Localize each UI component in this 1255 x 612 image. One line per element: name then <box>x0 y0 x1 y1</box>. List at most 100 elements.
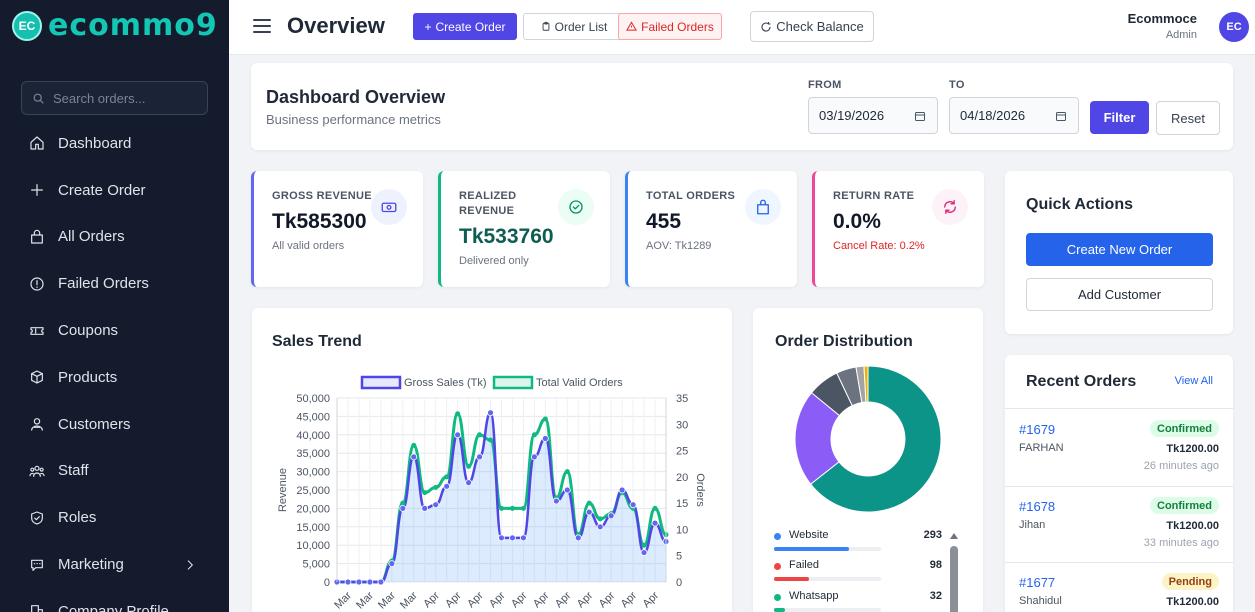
sidebar-item-customers[interactable]: Customers <box>0 401 229 448</box>
stat-card-realized-revenue: REALIZED REVENUE Tk533760 Delivered only <box>438 171 610 287</box>
y-tick-label: 10,000 <box>296 540 330 552</box>
sidebar-nav: Dashboard Create Order All Orders Failed… <box>0 120 229 612</box>
gross-sales-point <box>552 497 560 505</box>
brand-logo[interactable]: EC ecommo9 <box>12 10 218 42</box>
sales-trend-card: 0 5,000 10,000 15,000 20,000 25,000 30,000 35,0… <box>252 308 732 612</box>
failed-orders-button[interactable]: Failed Orders <box>618 13 722 40</box>
ticket-icon <box>30 326 44 335</box>
gross-sales-area <box>337 412 666 582</box>
sidebar-item-label: Dashboard <box>58 134 132 152</box>
recent-orders-title: Recent Orders <box>1026 373 1137 390</box>
to-date-input[interactable]: 04/18/2026 <box>949 97 1079 134</box>
add-customer-button[interactable]: Add Customer <box>1026 278 1213 311</box>
order-list-button[interactable]: Order List <box>523 13 625 40</box>
x-tick-label: Apr <box>509 589 530 610</box>
create-order-button[interactable]: + Create Order <box>413 13 517 40</box>
gross-sales-point <box>640 549 648 556</box>
x-tick-label: Apr <box>465 589 486 610</box>
orders-point <box>477 432 483 438</box>
stat-label: GROSS REVENUE <box>272 190 372 202</box>
x-tick-label: Apr <box>575 589 596 610</box>
recent-order-row[interactable]: #1677 Shahidul Pending Tk1200.00 <box>1005 562 1233 612</box>
sidebar-item-company-profile[interactable]: Company Profile <box>0 588 229 612</box>
recent-order-row[interactable]: #1679 FARHAN Confirmed Tk1200.00 26 minu… <box>1005 409 1233 485</box>
sidebar-item-failed-orders[interactable]: Failed Orders <box>0 260 229 307</box>
search-input[interactable] <box>53 90 203 106</box>
donut-slice <box>809 366 941 512</box>
sidebar-item-dashboard[interactable]: Dashboard <box>0 120 229 167</box>
x-tick-label: Apr <box>619 589 640 610</box>
x-tick-label: Mar <box>376 589 398 611</box>
sidebar-item-coupons[interactable]: Coupons <box>0 307 229 354</box>
status-badge: Confirmed <box>1150 497 1219 514</box>
sidebar-item-roles[interactable]: Roles <box>0 494 229 541</box>
orders-point <box>542 416 548 422</box>
gross-sales-point <box>355 578 363 586</box>
create-order-label: Create Order <box>435 19 506 34</box>
x-tick-label: Apr <box>641 589 662 610</box>
y-tick-label: 40,000 <box>296 430 330 442</box>
legend-dot <box>774 533 781 540</box>
gross-sales-point <box>344 578 352 586</box>
orders-point <box>422 490 428 496</box>
gross-sales-point <box>498 534 505 542</box>
create-new-order-button[interactable]: Create New Order <box>1026 233 1213 266</box>
check-balance-button[interactable]: Check Balance <box>750 11 874 42</box>
avatar[interactable]: EC <box>1219 12 1249 42</box>
recent-orders-card: Recent Orders View All #1679 FARHAN Conf… <box>1005 355 1233 612</box>
sidebar-item-marketing[interactable]: Marketing <box>0 541 229 588</box>
sidebar-item-all-orders[interactable]: All Orders <box>0 214 229 261</box>
distribution-scrollbar[interactable] <box>950 533 958 612</box>
sidebar-item-products[interactable]: Products <box>0 354 229 401</box>
sidebar-search <box>21 81 208 115</box>
from-date-input[interactable]: 03/19/2026 <box>808 97 938 134</box>
stat-note: Delivered only <box>459 255 529 267</box>
order-list-label: Order List <box>554 19 608 34</box>
users-icon <box>31 418 43 431</box>
y2-tick-label: 35 <box>676 393 688 405</box>
bag-icon <box>31 229 43 244</box>
logo-badge: EC <box>12 11 42 41</box>
gross-sales-point <box>366 578 374 586</box>
order-id[interactable]: #1678 <box>1019 499 1056 514</box>
distribution-count: 293 <box>923 529 942 541</box>
alert-circle-icon <box>30 277 44 291</box>
overview-title: Dashboard Overview <box>266 87 446 107</box>
calendar-icon[interactable] <box>1055 110 1067 122</box>
gross-sales-point <box>465 479 473 487</box>
order-id[interactable]: #1677 <box>1019 575 1056 590</box>
recent-order-row[interactable]: #1678 Jihan Confirmed Tk1200.00 33 minut… <box>1005 486 1233 562</box>
gross-sales-point <box>432 501 440 509</box>
order-time: 26 minutes ago <box>1143 460 1219 472</box>
filter-button[interactable]: Filter <box>1090 101 1149 134</box>
order-customer: Shahidul <box>1019 595 1062 607</box>
gross-sales-point <box>410 453 418 461</box>
gross-sales-point <box>388 560 396 568</box>
home-icon <box>30 136 44 150</box>
legend-swatch-orders <box>492 375 534 390</box>
order-id[interactable]: #1679 <box>1019 422 1056 437</box>
legend-dot <box>774 563 781 570</box>
quick-actions-card: Quick Actions Create New Order Add Custo… <box>1005 171 1233 334</box>
x-tick-label: Mar <box>332 589 354 611</box>
refresh-icon <box>932 189 968 225</box>
x-tick-label: Mar <box>354 589 376 611</box>
stat-card-gross-revenue: GROSS REVENUE Tk585300 All valid orders <box>251 171 423 287</box>
x-tick-label: Apr <box>531 589 552 610</box>
scroll-up-arrow-icon[interactable] <box>950 533 958 539</box>
menu-toggle-icon[interactable] <box>253 19 271 33</box>
gross-sales-point <box>596 523 604 531</box>
y2-axis-label: Orders <box>694 473 706 507</box>
y-tick-label: 5,000 <box>302 559 330 571</box>
cash-icon <box>371 189 407 225</box>
sidebar-item-create-order[interactable]: Create Order <box>0 167 229 214</box>
box-icon <box>31 370 43 384</box>
sidebar-item-staff[interactable]: Staff <box>0 448 229 495</box>
calendar-icon[interactable] <box>914 110 926 122</box>
view-all-link[interactable]: View All <box>1174 375 1213 387</box>
sales-trend-title: Sales Trend <box>272 333 362 350</box>
reset-button[interactable]: Reset <box>1156 101 1220 135</box>
y-tick-label: 0 <box>324 577 330 589</box>
gross-sales-point <box>618 486 626 494</box>
scroll-thumb[interactable] <box>950 546 958 612</box>
